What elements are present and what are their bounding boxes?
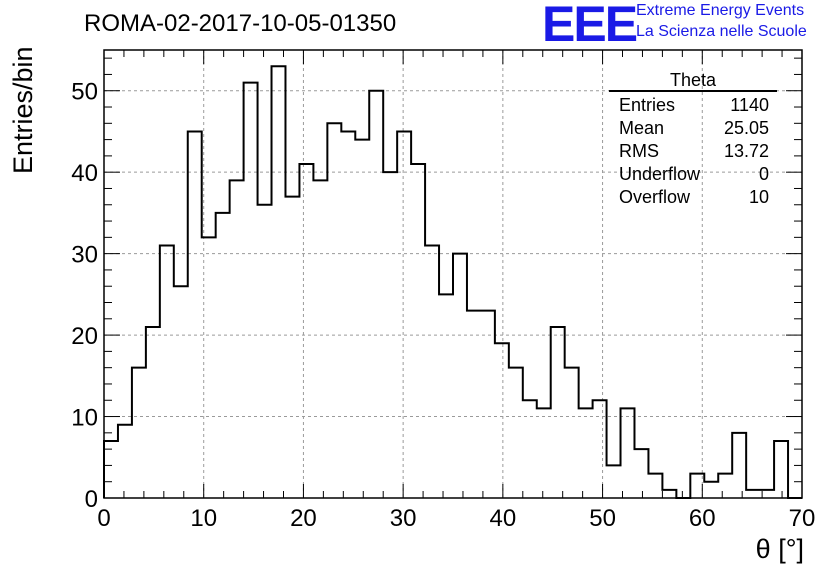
x-axis-label: θ [°]	[755, 534, 804, 564]
stats-value: 10	[748, 187, 769, 207]
histogram-bin	[299, 164, 313, 498]
y-tick-label: 10	[71, 405, 98, 432]
x-tick-label: 20	[290, 505, 317, 532]
histogram-bin	[355, 140, 369, 498]
histogram-bin	[174, 286, 188, 498]
chart-title: ROMA-02-2017-10-05-01350	[84, 10, 397, 37]
stats-value: 25.05	[723, 118, 769, 138]
histogram-bin	[481, 311, 495, 498]
stats-row-rms: RMS 13.72	[609, 140, 777, 163]
histogram-bin	[495, 343, 509, 498]
histogram-bin	[690, 474, 704, 498]
x-tick-label: 10	[190, 505, 217, 532]
y-tick-label: 20	[71, 323, 98, 350]
histogram-bin	[621, 408, 635, 498]
x-tick-label: 70	[789, 505, 816, 532]
stats-value: 1140	[730, 95, 769, 115]
histogram-bin	[118, 425, 132, 498]
histogram-bin	[258, 205, 272, 498]
histogram-bin	[341, 131, 355, 498]
x-tick-label: 40	[490, 505, 517, 532]
histogram-bin	[523, 400, 537, 498]
y-tick-label: 40	[71, 160, 98, 187]
x-tick-label: 60	[689, 505, 716, 532]
y-axis-label: Entries/bin	[8, 46, 38, 174]
histogram-bin	[453, 254, 467, 498]
stats-label: Overflow	[619, 187, 691, 207]
histogram-bin	[425, 245, 439, 498]
x-tick-label: 0	[97, 505, 110, 532]
stats-row-mean: Mean 25.05	[609, 117, 777, 140]
stats-row-underflow: Underflow 0	[609, 163, 777, 186]
histogram-bin	[160, 245, 174, 498]
histogram-bin	[230, 180, 244, 498]
histogram-bin	[439, 294, 453, 498]
histogram-bin	[718, 474, 732, 498]
stats-row-entries: Entries 1140	[609, 94, 777, 117]
eee-logo: EEE	[542, 0, 638, 52]
histogram-bin	[383, 172, 397, 498]
stats-box: Theta Entries 1140 Mean 25.05 RMS 13.72 …	[609, 70, 777, 209]
histogram-bin	[244, 83, 258, 498]
plot-frame	[103, 49, 803, 499]
histogram-bin	[579, 408, 593, 498]
x-tick-label: 50	[589, 505, 616, 532]
stats-label: Entries	[619, 95, 676, 115]
histogram-bin	[760, 490, 774, 498]
histogram-bin	[746, 490, 760, 498]
y-tick-label: 30	[71, 242, 98, 269]
histogram-bin	[285, 197, 299, 498]
histogram-bin	[272, 66, 286, 498]
histogram-bin	[397, 131, 411, 498]
histogram-bin	[551, 327, 565, 498]
histogram-bin	[146, 327, 160, 498]
logo-line-2: La Scienza nelle Scuole	[636, 23, 807, 40]
histogram-bin	[104, 441, 118, 498]
histogram-bin	[634, 449, 648, 498]
histogram-bin	[369, 91, 383, 498]
histogram-bin	[132, 368, 146, 498]
histogram-bin	[704, 482, 718, 498]
histogram-bin	[648, 474, 662, 498]
histogram-line	[103, 65, 802, 499]
histogram-bin	[593, 400, 607, 498]
histogram-bin	[467, 311, 481, 498]
stats-value: 0	[758, 164, 769, 184]
histogram-bin	[565, 368, 579, 498]
histogram-bin	[327, 123, 341, 498]
histogram-bin	[411, 164, 425, 498]
y-tick-label: 50	[71, 79, 98, 106]
histogram-bin	[188, 131, 202, 498]
logo-line-1: Extreme Energy Events	[636, 2, 805, 19]
histogram-bin	[509, 368, 523, 498]
stats-title: Theta	[609, 70, 777, 92]
histogram-bin	[313, 180, 327, 498]
stats-row-overflow: Overflow 10	[609, 186, 777, 209]
stats-value: 13.72	[723, 141, 769, 161]
histogram-bin	[732, 433, 746, 498]
histogram-bin	[662, 490, 676, 498]
x-tick-label: 30	[390, 505, 417, 532]
histogram-bin	[202, 237, 216, 498]
stats-label: Mean	[619, 118, 665, 138]
y-tick-label: 0	[85, 486, 98, 513]
histogram-bin	[537, 408, 551, 498]
stats-label: Underflow	[619, 164, 701, 184]
histogram-bin	[216, 213, 230, 498]
histogram-bin	[774, 441, 788, 498]
histogram-bin	[607, 465, 621, 498]
stats-label: RMS	[619, 141, 659, 161]
